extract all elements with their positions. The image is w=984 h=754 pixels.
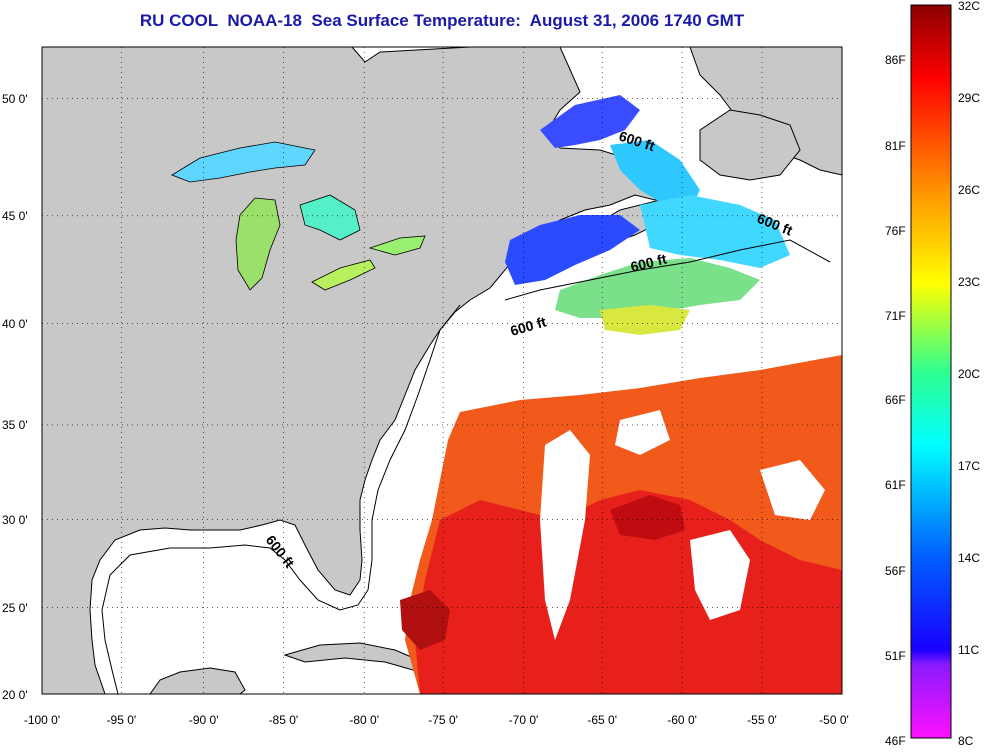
lake-erie	[311, 259, 376, 291]
isobath-600ft	[101, 304, 461, 694]
longitude-label: -55 0'	[747, 713, 777, 727]
sst-gulf-st-lawrence-cyan	[610, 140, 700, 210]
fahrenheit-label: 81F	[885, 139, 906, 153]
celsius-label: 29C	[958, 91, 980, 105]
cloud-gap-1	[540, 430, 590, 640]
fahrenheit-label: 76F	[885, 224, 906, 238]
celsius-label: 11C	[958, 643, 979, 657]
yucatan-land	[149, 667, 246, 694]
celsius-label: 14C	[958, 551, 980, 565]
sst-gulf-maine-blue	[505, 215, 640, 285]
latitude-axis: 50 0' 45 0' 40 0' 35 0' 30 0' 25 0' 20 0…	[2, 92, 28, 702]
fahrenheit-label: 86F	[885, 53, 906, 67]
fahrenheit-label: 51F	[885, 649, 906, 663]
great-lakes	[171, 141, 426, 291]
cloud-gap-4	[615, 410, 670, 455]
longitude-label: -75 0'	[428, 713, 458, 727]
latitude-label: 20 0'	[2, 688, 28, 702]
longitude-label: -90 0'	[189, 713, 219, 727]
celsius-label: 26C	[958, 183, 980, 197]
longitude-label: -70 0'	[509, 713, 539, 727]
longitude-label: -80 0'	[349, 713, 379, 727]
lake-superior	[171, 141, 316, 183]
longitude-label: -60 0'	[667, 713, 697, 727]
latitude-label: 45 0'	[2, 209, 28, 223]
colorbar-celsius-labels: 32C 29C 26C 23C 20C 17C 14C 11C 8C	[958, 0, 980, 748]
longitude-label: -50 0'	[819, 713, 849, 727]
longitude-label: -65 0'	[587, 713, 617, 727]
fahrenheit-label: 56F	[885, 564, 906, 578]
latitude-label: 30 0'	[2, 513, 28, 527]
north-america-land	[42, 47, 671, 694]
cloud-gap-3	[760, 460, 825, 520]
longitude-label: -100 0'	[24, 713, 60, 727]
celsius-label: 17C	[958, 459, 980, 473]
lake-huron	[299, 194, 361, 241]
sst-scotian-shelf-cyan	[640, 195, 790, 268]
longitude-label: -95 0'	[107, 713, 137, 727]
newfoundland-land	[699, 109, 801, 181]
plot-frame	[41, 46, 843, 695]
celsius-label: 32C	[958, 0, 980, 13]
graticule	[42, 47, 842, 694]
fahrenheit-label: 71F	[885, 309, 906, 323]
isobath-600ft-north	[504, 239, 831, 301]
sst-shelf-yellow	[600, 305, 690, 335]
temperature-colorbar: 86F 81F 76F 71F 66F 61F 56F 51F 46F 32C …	[885, 0, 980, 748]
latitude-label: 25 0'	[2, 601, 28, 615]
sst-georges-bank-green	[555, 258, 760, 318]
sst-dark-red-core	[610, 495, 685, 540]
colorbar-fahrenheit-labels: 86F 81F 76F 71F 66F 61F 56F 51F 46F	[885, 53, 906, 748]
lake-michigan	[235, 197, 281, 291]
latitude-label: 50 0'	[2, 92, 28, 106]
latitude-label: 35 0'	[2, 418, 28, 432]
fahrenheit-label: 46F	[885, 734, 906, 748]
fahrenheit-label: 66F	[885, 393, 906, 407]
celsius-label: 20C	[958, 367, 980, 381]
celsius-label: 8C	[958, 734, 974, 748]
fahrenheit-label: 61F	[885, 478, 906, 492]
map-title: RU COOL NOAA-18 Sea Surface Temperature:…	[139, 11, 745, 30]
cloud-gap-2	[690, 530, 750, 620]
sst-st-lawrence	[540, 95, 640, 148]
lake-ontario	[368, 235, 426, 256]
colorbar-gradient	[910, 4, 952, 739]
sst-data	[400, 95, 842, 694]
longitude-label: -85 0'	[269, 713, 299, 727]
celsius-label: 23C	[958, 275, 980, 289]
longitude-axis: -100 0' -95 0' -90 0' -85 0' -80 0' -75 …	[24, 713, 849, 727]
sst-bahamas-dark	[400, 590, 450, 650]
latitude-label: 40 0'	[2, 317, 28, 331]
